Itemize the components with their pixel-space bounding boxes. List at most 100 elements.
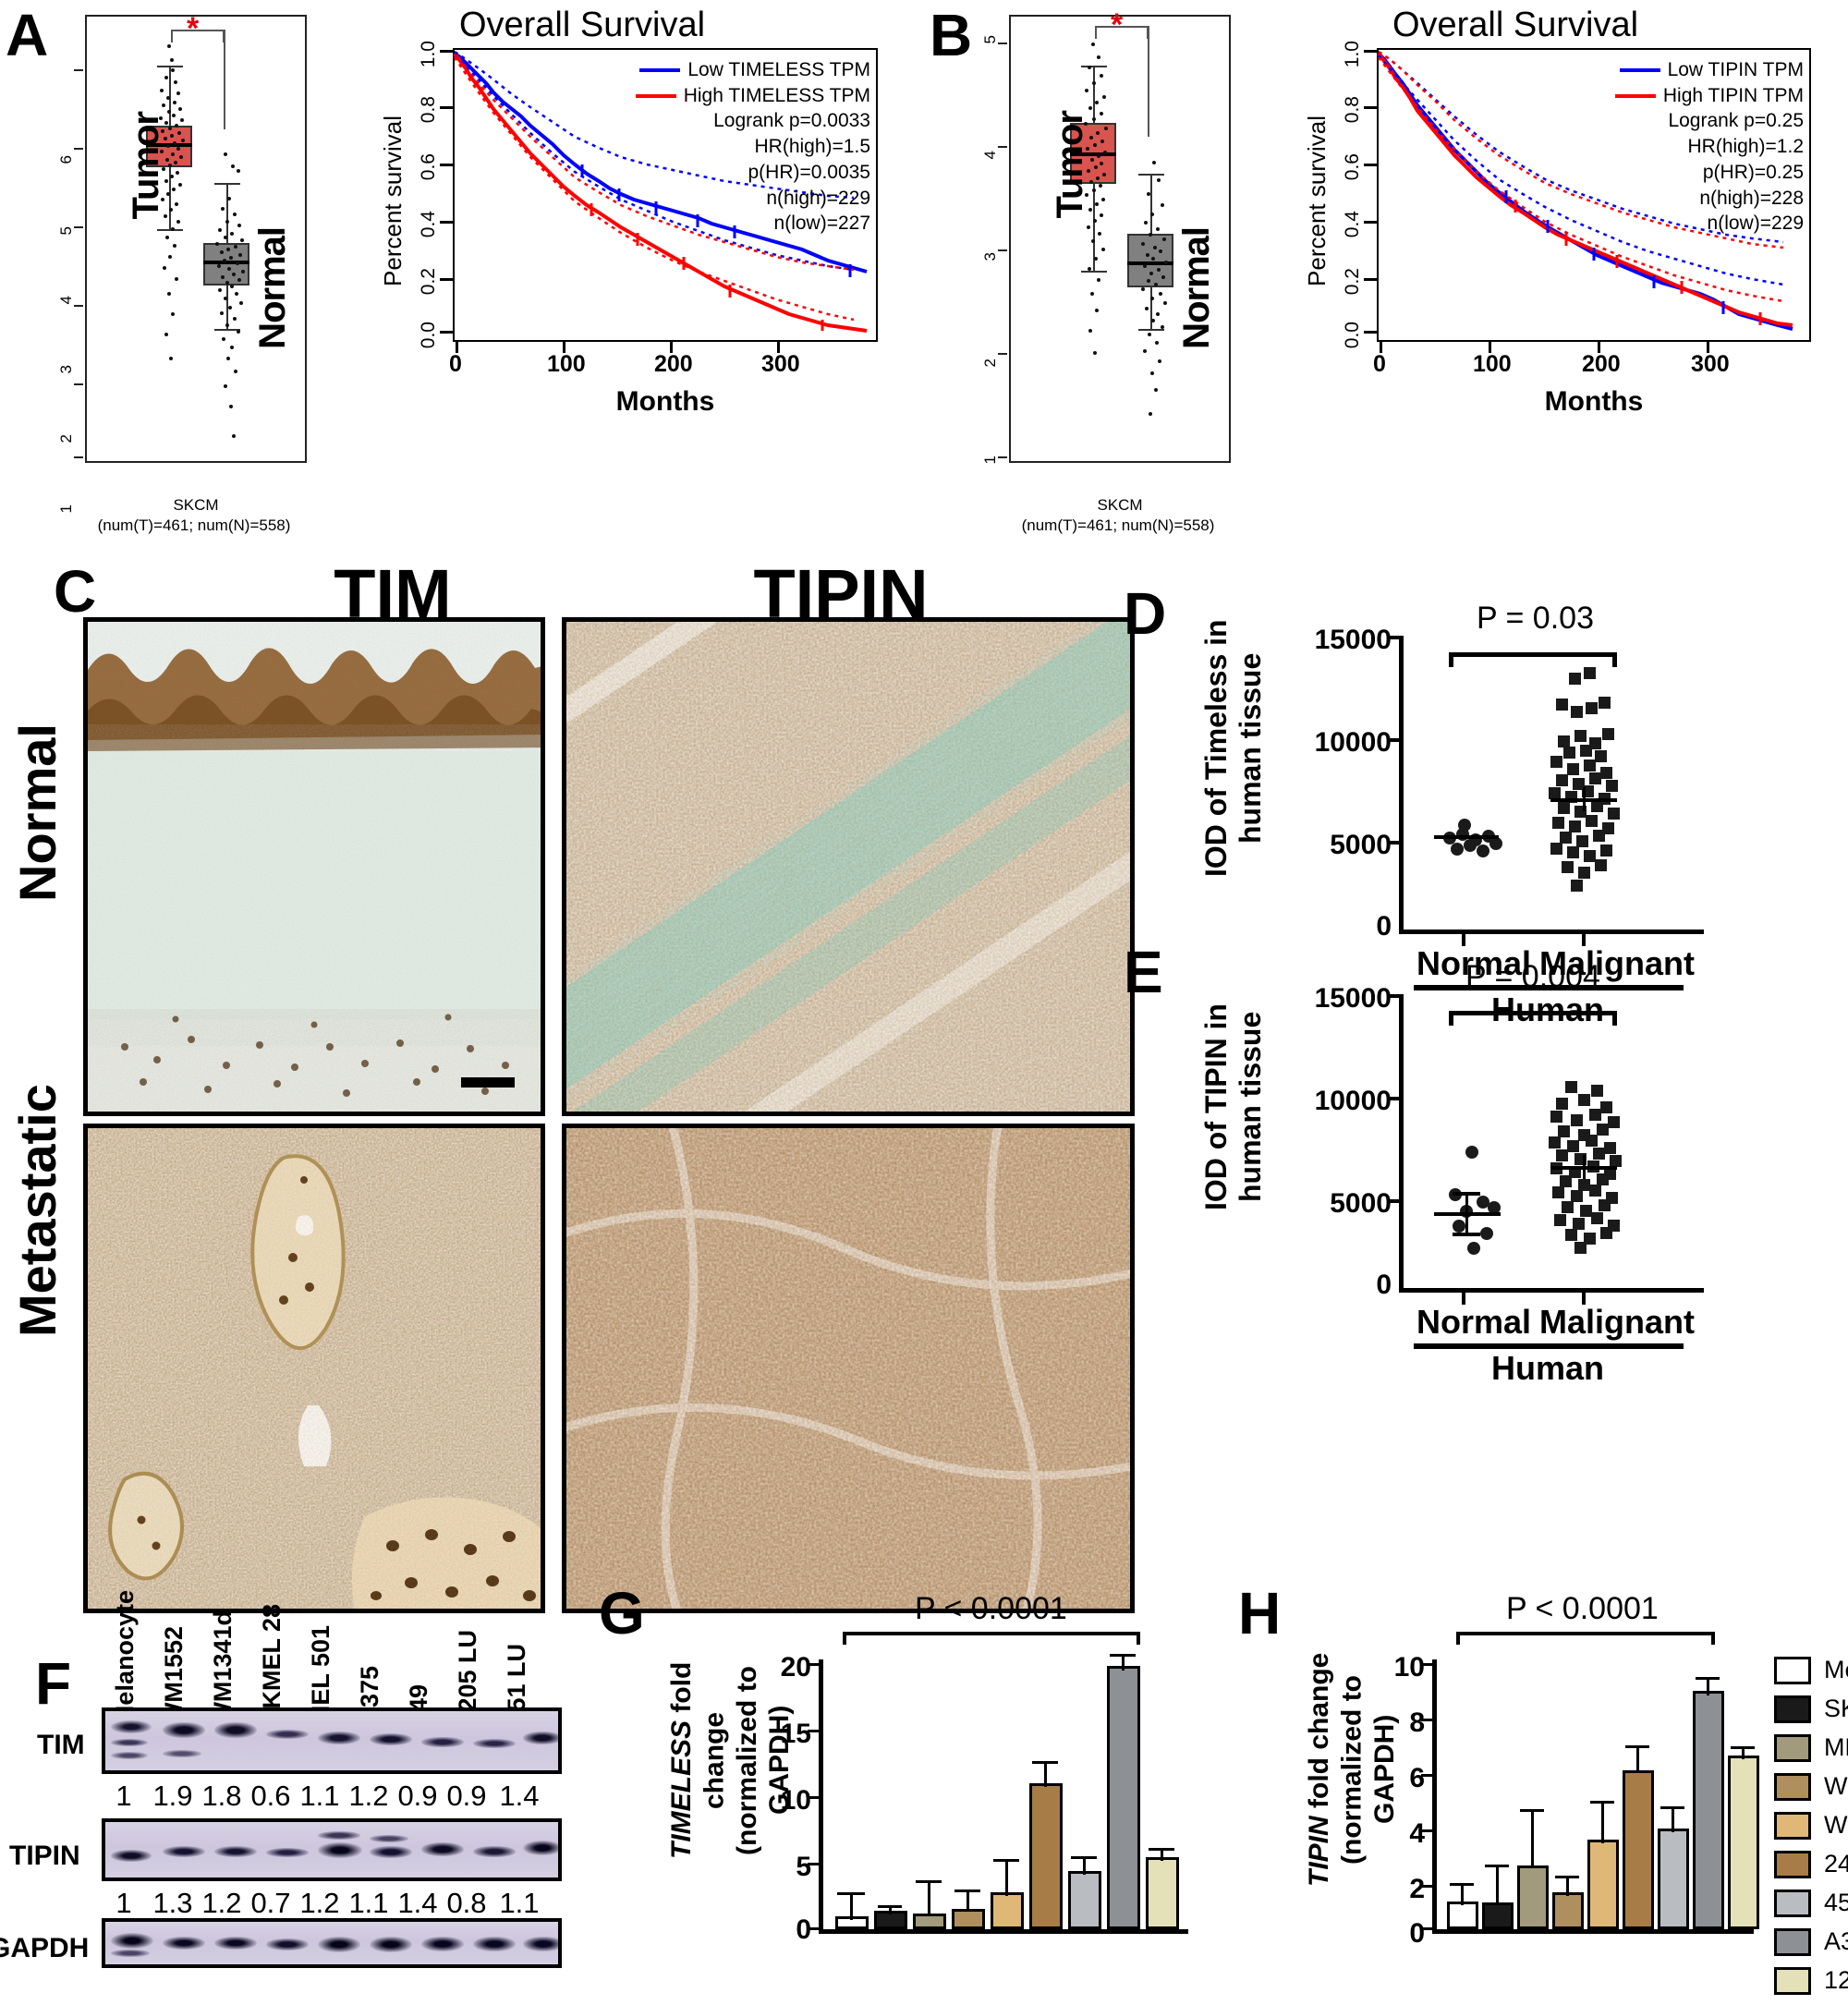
bar-h-1 — [1482, 1902, 1514, 1929]
quant-tim-1: 1.9 — [152, 1780, 193, 1812]
boxplot-frame-b — [1009, 15, 1231, 463]
y-tick-a-3: 3 — [57, 365, 75, 374]
quant-tim-2: 1.8 — [201, 1780, 242, 1812]
panel-e-scatter: IOD of TIPIN in human tissue 15000 10000… — [1183, 950, 1756, 1387]
blot-strip-tipin — [102, 1818, 562, 1881]
quant-tipin-1: 1.3 — [152, 1887, 193, 1919]
km-legend-a: Low TIMELESS TPM High TIMELESS TPM Logra… — [628, 57, 870, 237]
km-legend-b: Low TIPIN TPM High TIPIN TPM Logrank p=0… — [1571, 57, 1804, 237]
bar-g-7 — [1107, 1666, 1140, 1929]
y-tick-b-0: 5 — [981, 35, 999, 44]
stat-phr-a: p(HR)=0.0035 — [748, 161, 871, 183]
y-tick-h-0: 0 — [1409, 1918, 1425, 1949]
legend-swatch-low-a — [639, 67, 681, 72]
group-label-malignant-e: Malignant — [1539, 1303, 1695, 1341]
km-xtick-b-0: 0 — [1373, 351, 1386, 377]
p-value-d: P = 0.03 — [1477, 601, 1594, 636]
bar-h-4 — [1587, 1840, 1619, 1929]
protein-label-gapdh: GAPDH — [0, 1933, 90, 1963]
bar-h-6 — [1658, 1829, 1689, 1929]
quant-tim-3: 0.6 — [250, 1780, 291, 1812]
bar-h-5 — [1623, 1770, 1654, 1929]
p-value-h: P < 0.0001 — [1506, 1591, 1659, 1626]
protein-label-tipin: TIPIN — [9, 1841, 80, 1871]
panel-f-western-blot: Melanocyte WM1552 WM1341d SKMEL 28 MEL 5… — [0, 1590, 610, 1968]
y-tick-e-2: 5000 — [1330, 1188, 1392, 1219]
y-axis-label-e-line2: human tissue — [1233, 1011, 1267, 1203]
legend-label-h-4: WM1552 — [1824, 1811, 1848, 1839]
bar-h-8 — [1728, 1756, 1759, 1929]
x-caption-a-line2: (num(T)=461; num(N)=558) — [97, 516, 291, 534]
label-tumor-a: Tumor — [126, 112, 166, 220]
p-value-g: P < 0.0001 — [915, 1591, 1067, 1626]
legend-swatch-h-0 — [1774, 1656, 1811, 1684]
km-xlabel-a: Months — [615, 386, 715, 417]
legend-swatch-h-1 — [1774, 1695, 1811, 1723]
km-ytick-a-2: 0.6 — [418, 153, 439, 181]
bar-g-4 — [991, 1892, 1024, 1929]
quant-tipin-4: 1.2 — [299, 1887, 340, 1919]
blot-strip-gapdh — [102, 1918, 562, 1968]
km-ylabel-a: Percent survival — [379, 115, 407, 286]
legend-label-h-0: Melanocytes — [1824, 1656, 1848, 1683]
quant-tim-7: 0.9 — [446, 1780, 487, 1812]
y-tick-d-2: 5000 — [1330, 830, 1392, 860]
km-title-b: Overall Survival — [1392, 6, 1639, 44]
scale-bar — [461, 1077, 515, 1088]
y-tick-e-1: 10000 — [1314, 1086, 1392, 1116]
y-axis-label-e: IOD of TIPIN in human tissue — [1199, 978, 1273, 1236]
panel-letter-c: C — [54, 558, 97, 625]
y-tick-h-4: 8 — [1409, 1707, 1425, 1738]
legend-swatch-h-8 — [1774, 1966, 1811, 1995]
km-xtick-a-1: 100 — [547, 351, 586, 377]
lane-label-0: Melanocyte — [111, 1589, 139, 1726]
stat-hr-b: HR(high)=1.2 — [1687, 136, 1804, 158]
y-tick-b-4: 1 — [981, 456, 999, 465]
km-xtick-b-2: 200 — [1582, 351, 1621, 377]
legend-label-h-7: A375 — [1824, 1927, 1848, 1955]
km-curves-b — [1377, 50, 1793, 331]
panel-a-boxplot: 6 5 4 3 2 1 * Tumor Normal — [55, 7, 333, 543]
km-ytick-b-3: 0.4 — [1342, 211, 1363, 238]
stat-logrank-a: Logrank p=0.0033 — [713, 110, 870, 132]
quant-tim-4: 1.1 — [299, 1780, 340, 1812]
x-caption-b-line1: SKCM — [1097, 496, 1143, 514]
panel-letter-b: B — [930, 2, 973, 68]
panel-letter-h: H — [1238, 1580, 1282, 1647]
quant-tipin-7: 0.8 — [446, 1887, 487, 1919]
bar-g-8 — [1146, 1857, 1179, 1929]
quant-tim-6: 0.9 — [397, 1780, 438, 1812]
legend-swatch-h-2 — [1774, 1733, 1811, 1762]
km-ytick-b-2: 0.6 — [1342, 153, 1363, 181]
y-tick-e-3: 0 — [1376, 1270, 1392, 1300]
bar-h-7 — [1693, 1691, 1724, 1929]
row-label-metastatic: Metastatic — [8, 1084, 67, 1337]
stat-nhigh-a: n(high)=229 — [766, 187, 870, 209]
ihc-image-metastatic-tim — [83, 1124, 545, 1613]
bar-h-2 — [1517, 1865, 1549, 1929]
bar-g-6 — [1068, 1871, 1101, 1929]
km-xtick-a-3: 300 — [761, 351, 800, 377]
x-caption-b-line2: (num(T)=461; num(N)=558) — [1021, 516, 1215, 534]
legend-swatch-h-4 — [1774, 1811, 1811, 1840]
legend-label-h-3: WM1341d — [1824, 1772, 1848, 1800]
y-axis-label-d: IOD of Timeless in human tissue — [1199, 619, 1273, 878]
km-ytick-a-5: 0.0 — [418, 322, 439, 349]
km-ytick-b-5: 0.0 — [1342, 322, 1363, 349]
y-tick-h-5: 10 — [1393, 1652, 1425, 1683]
km-ytick-b-1: 0.8 — [1342, 96, 1363, 124]
y-tick-a-0: 6 — [57, 155, 75, 164]
blot-strip-tim — [102, 1707, 562, 1774]
y-tick-g-0: 0 — [796, 1914, 811, 1945]
panel-a-km-plot: Overall Survival Percent survival Months… — [277, 0, 906, 425]
bar-h-0 — [1447, 1902, 1478, 1929]
group-label-normal-d: Normal — [1416, 944, 1532, 982]
stat-nlow-b: n(low)=229 — [1707, 213, 1804, 235]
label-tumor-b: Tumor — [1050, 111, 1090, 219]
legend-label-high-b: High TIPIN TPM — [1662, 84, 1804, 106]
km-curves-a — [453, 50, 868, 333]
legend-label-high-a: High TIMELESS TPM — [683, 84, 870, 106]
legend-swatch-high-a — [635, 93, 676, 98]
legend-swatch-h-7 — [1774, 1927, 1811, 1956]
